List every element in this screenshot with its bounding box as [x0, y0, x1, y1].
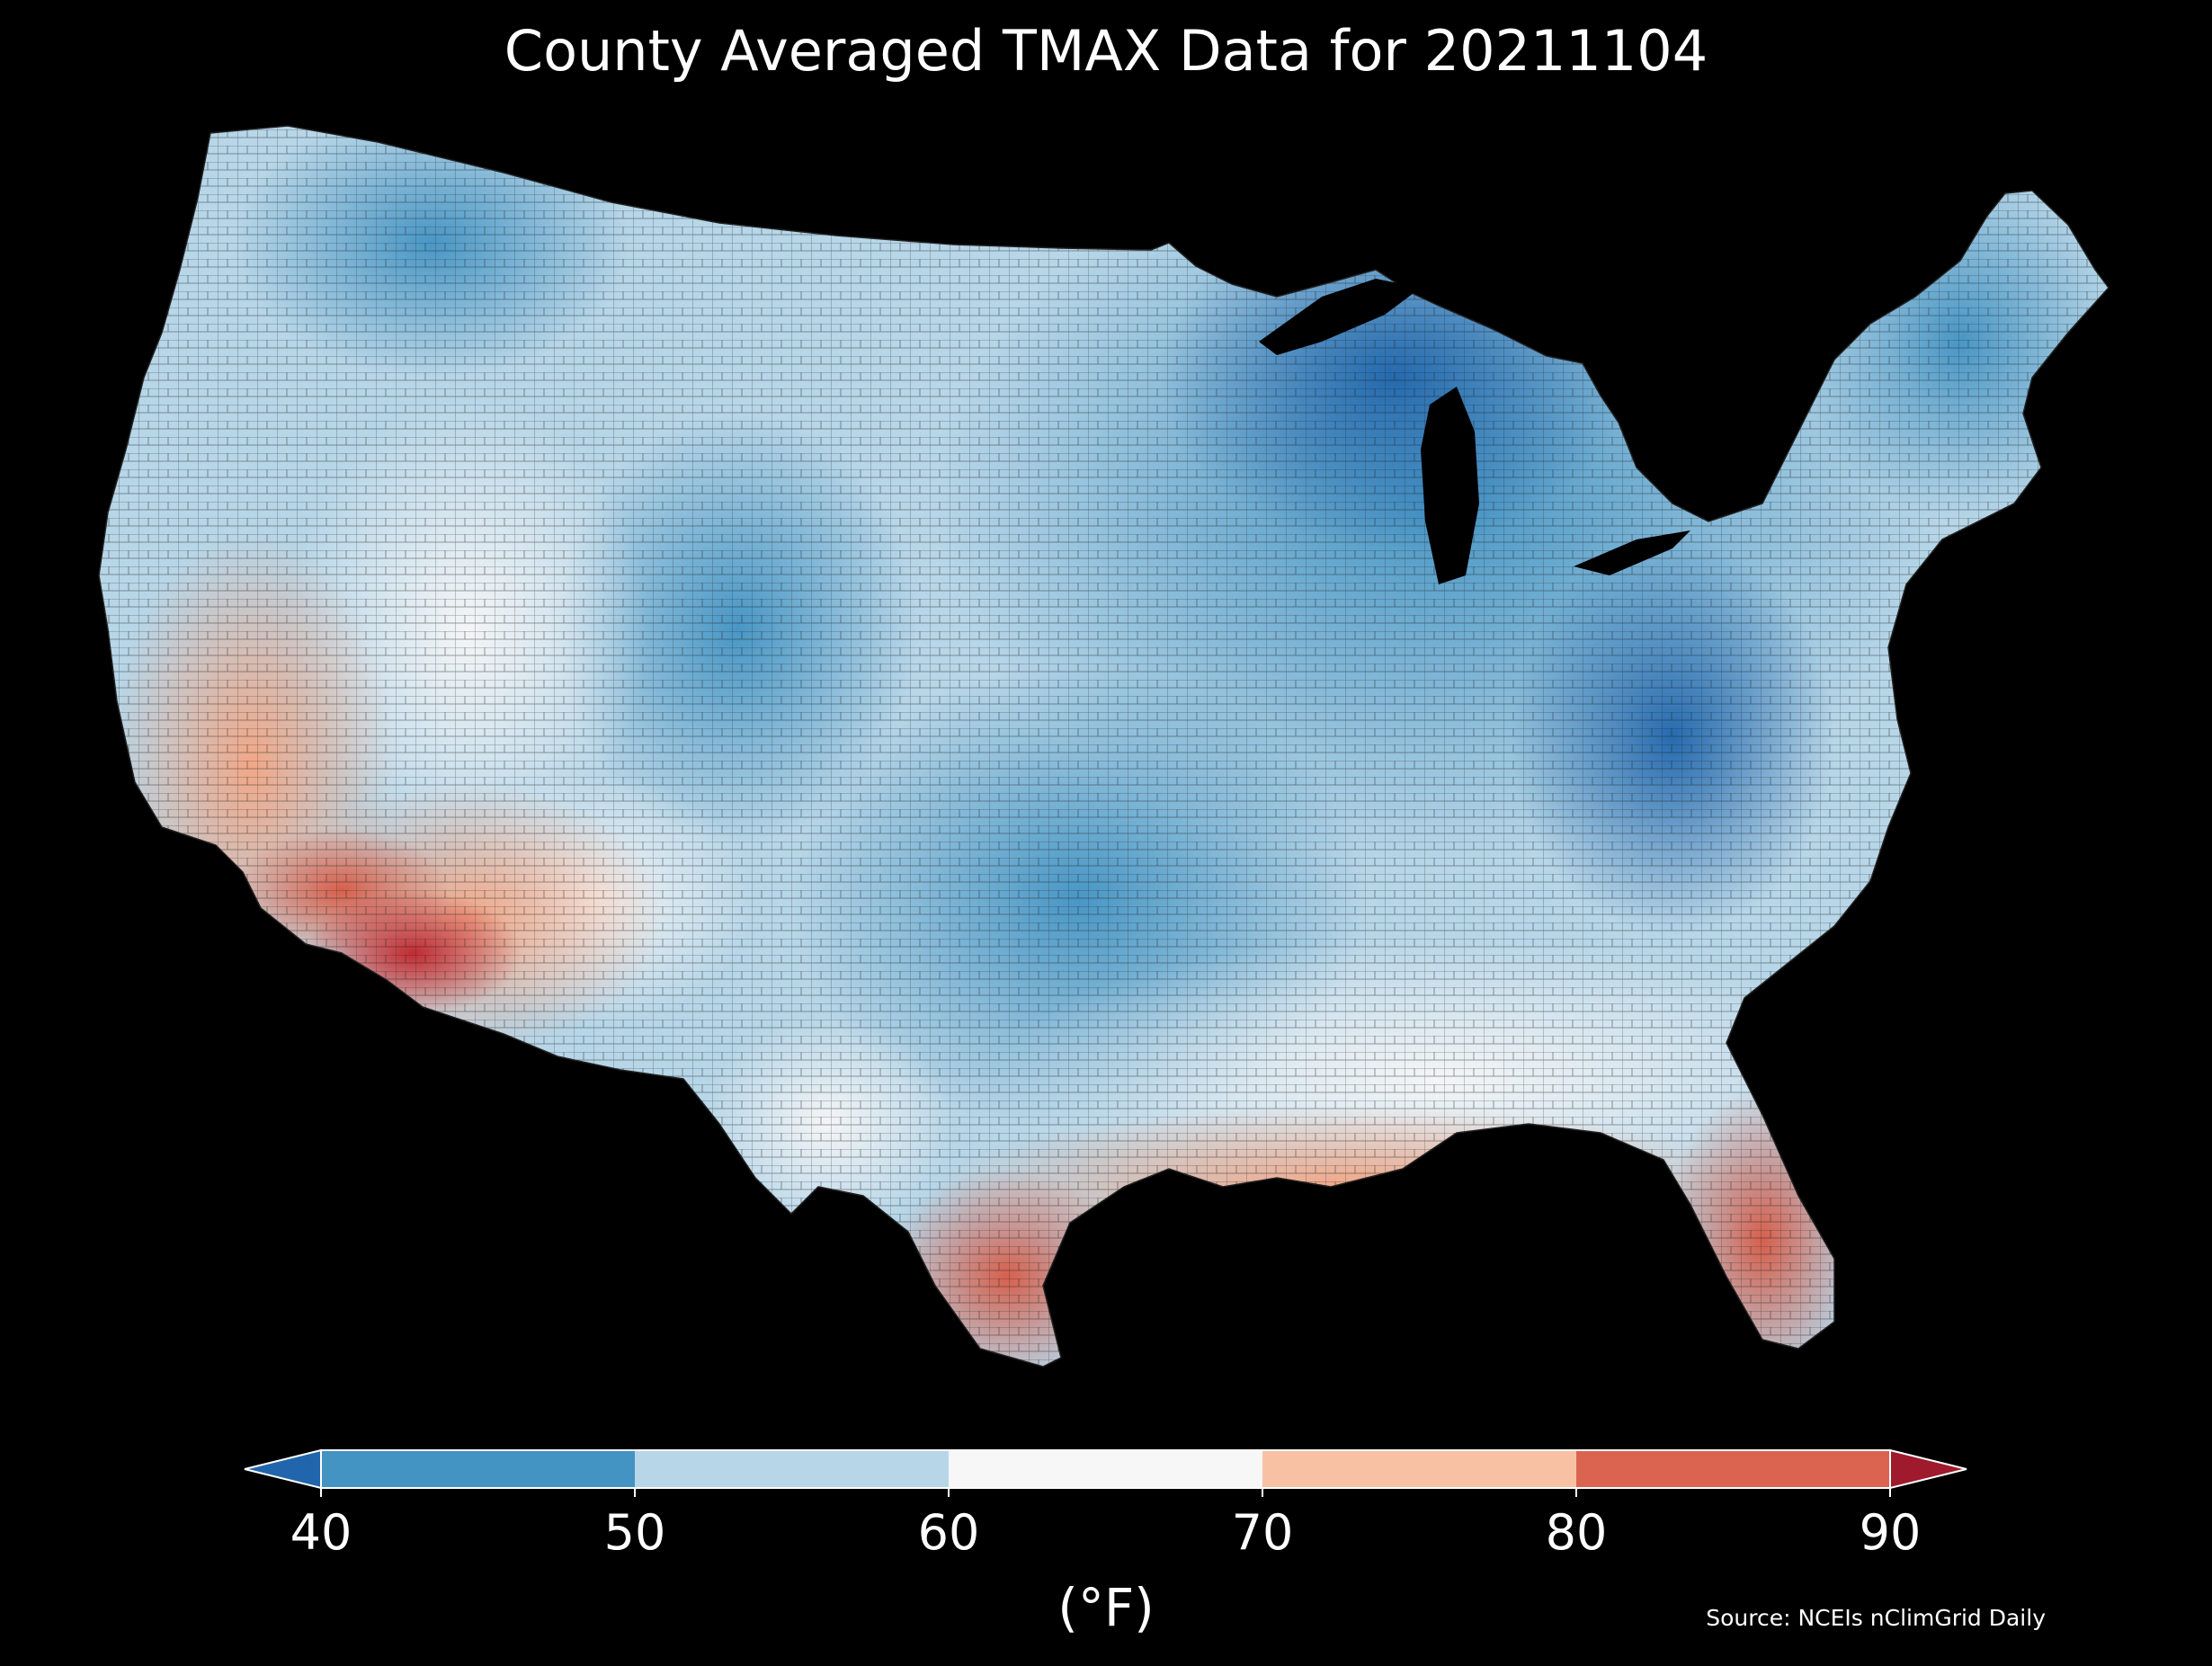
colorbar-cell: [949, 1450, 1262, 1488]
lake-erie: [1574, 530, 1690, 575]
map-title: County Averaged TMAX Data for 20211104: [504, 18, 1708, 84]
colorbar-unit-label: (°F): [1057, 1577, 1155, 1638]
colorbar-tick-label: 70: [1232, 1504, 1294, 1561]
colorbar-cell: [635, 1450, 949, 1488]
colorbar-tick-label: 60: [918, 1504, 980, 1561]
colorbar-tick-label: 40: [290, 1504, 352, 1561]
colorbar-cell: [1576, 1450, 1890, 1488]
colorbar-tick-label: 80: [1546, 1504, 1608, 1561]
colorbar-extend-high: [1889, 1448, 1967, 1490]
lake-michigan: [1421, 387, 1479, 584]
colorbar-tick-label: 90: [1860, 1504, 1922, 1561]
colorbar-cells: [244, 1448, 1967, 1490]
colorbar-cell: [1262, 1450, 1576, 1488]
colorbar: 40 50 60 70 80 90 (°F): [244, 1448, 1967, 1638]
lake-superior: [1259, 279, 1421, 355]
colorbar-extend-low: [244, 1448, 322, 1490]
colorbar-cell: [321, 1450, 635, 1488]
colorbar-ticks: 40 50 60 70 80 90: [290, 1488, 1922, 1561]
colorbar-tick-label: 50: [604, 1504, 666, 1561]
colorbar-frame: [320, 1449, 1891, 1489]
source-note: Source: NCEIs nClimGrid Daily: [1706, 1605, 2046, 1631]
